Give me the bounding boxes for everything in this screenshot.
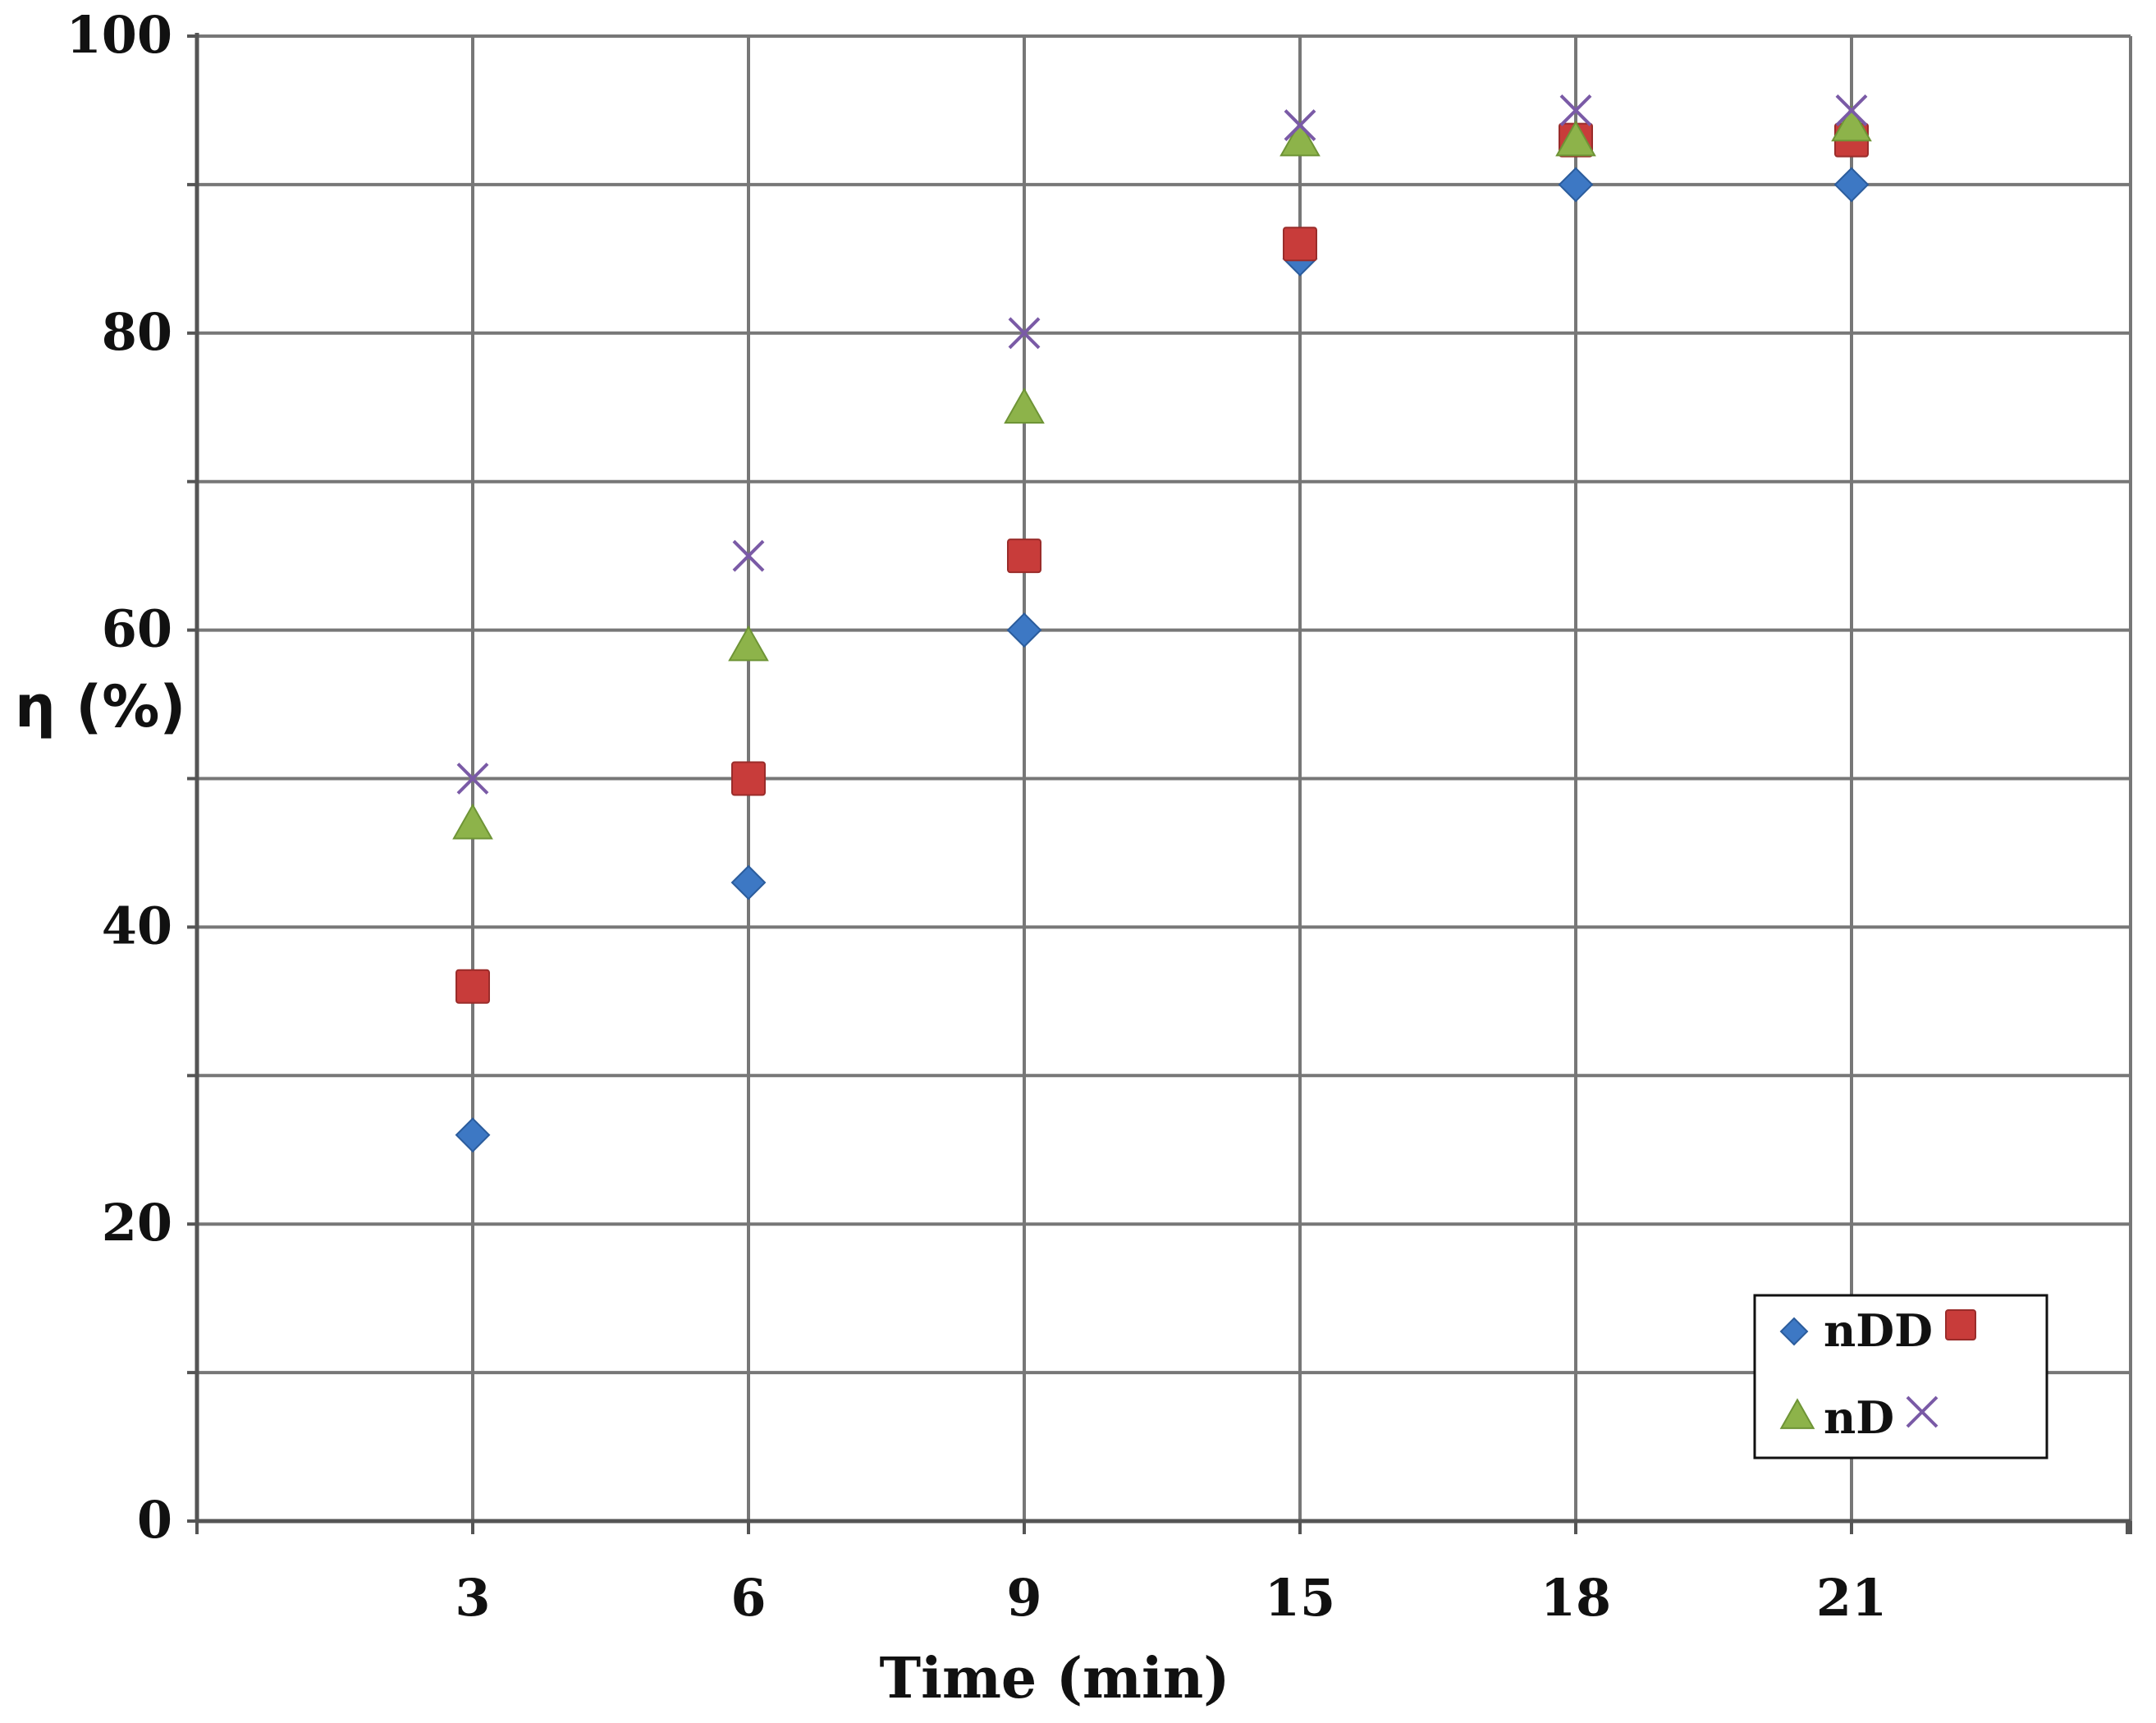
x-tick-label-21: 21	[1816, 1568, 1887, 1628]
legend-label-nd: nD	[1824, 1391, 1894, 1444]
point-triangle-3	[452, 803, 493, 840]
point-x-21	[1835, 94, 1868, 126]
point-square-15	[1283, 227, 1317, 262]
point-triangle-18	[1555, 120, 1596, 157]
y-tick-label-60: 60	[102, 599, 172, 659]
point-x-3	[456, 763, 489, 795]
point-x-9	[1008, 317, 1041, 350]
x-tick-label-6: 6	[730, 1568, 766, 1628]
legend-label-ndd: nDD	[1824, 1304, 1933, 1357]
legend: nDD nD	[1753, 1294, 2048, 1460]
y-axis-title: η (%)	[15, 673, 185, 740]
point-x-15	[1284, 109, 1316, 141]
y-tick-labels: 0 20 40 60 80 100	[66, 5, 172, 1550]
point-triangle-9	[1004, 387, 1045, 424]
point-triangle-6	[728, 625, 769, 662]
legend-triangle-icon	[1779, 1398, 1815, 1429]
point-diamond-6	[730, 864, 767, 900]
x-tick-label-18: 18	[1540, 1568, 1611, 1628]
point-triangle-21	[1831, 105, 1872, 142]
data-points	[452, 94, 1872, 1153]
legend-markers	[1779, 1309, 1976, 1429]
legend-box	[1753, 1294, 2048, 1460]
y-tick-label-40: 40	[102, 896, 172, 955]
point-square-3	[455, 969, 490, 1004]
point-diamond-3	[455, 1117, 491, 1153]
point-diamond-9	[1006, 612, 1042, 648]
point-triangle-15	[1279, 120, 1321, 157]
point-x-18	[1559, 94, 1592, 126]
y-tick-label-0: 0	[137, 1490, 172, 1550]
legend-x-icon	[1906, 1395, 1939, 1428]
point-square-6	[731, 761, 766, 796]
y-tick-label-20: 20	[102, 1193, 172, 1253]
axes	[187, 33, 2132, 1534]
x-axis-title: Time (min)	[880, 1646, 1230, 1712]
x-tick-labels: 3 6 9 15 18 21	[455, 1568, 1887, 1628]
y-tick-label-80: 80	[102, 302, 172, 362]
y-tick-label-100: 100	[66, 5, 172, 65]
legend-square-icon	[1945, 1309, 1976, 1340]
legend-diamond-icon	[1779, 1317, 1809, 1346]
x-tick-label-15: 15	[1265, 1568, 1335, 1628]
grid-lines	[197, 34, 2132, 1521]
x-tick-label-3: 3	[455, 1568, 490, 1628]
point-square-9	[1007, 538, 1041, 574]
point-diamond-18	[1558, 167, 1594, 203]
x-tick-label-9: 9	[1006, 1568, 1041, 1628]
point-diamond-21	[1833, 167, 1870, 203]
point-x-6	[732, 539, 765, 572]
